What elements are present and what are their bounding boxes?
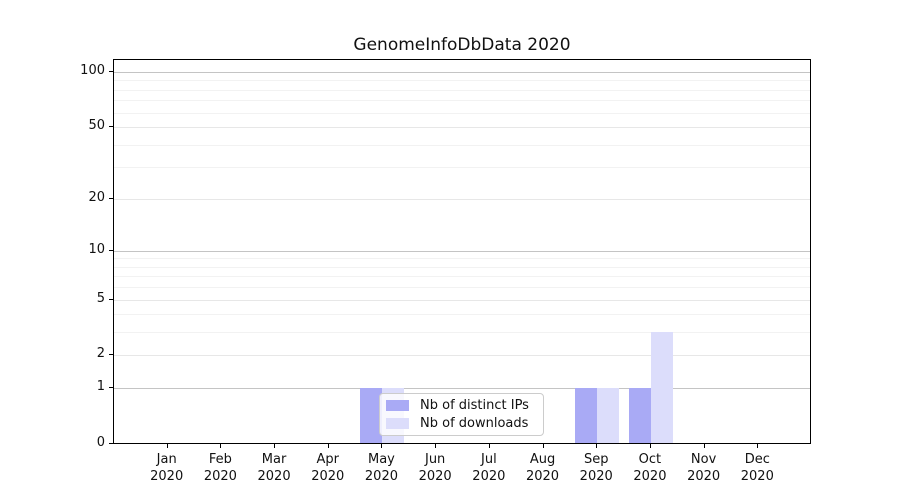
bar-distinct-ips-sep [575,388,598,443]
x-tick-label: Sep 2020 [564,451,628,485]
gridline-minor [114,258,810,260]
x-tick-label: Dec 2020 [725,451,789,485]
gridline-minor [114,112,810,114]
y-tick-label: 5 [96,290,105,306]
x-tick-mark [703,444,705,448]
x-tick-year: 2020 [150,469,184,484]
gridline-minor [114,89,810,91]
gridline-minor [114,314,810,316]
legend-item-downloads: Nb of downloads [386,416,543,431]
y-tick-mark [109,443,113,444]
x-tick-label: Nov 2020 [672,451,736,485]
x-tick-mark [596,444,598,448]
x-tick-mark [166,444,168,448]
x-tick-year: 2020 [740,469,774,484]
bar-downloads-sep [597,388,620,443]
y-tick-label: 0 [96,435,105,450]
x-tick-mark [220,444,222,448]
gridline-major [114,198,810,200]
x-tick-month: Dec [744,452,770,467]
x-tick-mark [649,444,651,448]
gridline-minor [114,80,810,82]
x-tick-year: 2020 [311,469,345,484]
y-tick-label: 100 [80,63,105,78]
x-tick-mark [435,444,437,448]
x-tick-label: Jan 2020 [135,451,199,485]
legend-item-distinct-ips: Nb of distinct IPs [386,398,543,413]
y-tick-mark [109,126,113,128]
gridline-major [114,355,810,357]
gridline-minor [114,276,810,278]
y-tick-mark [109,298,113,300]
x-tick-label: Feb 2020 [188,451,252,485]
x-tick-label: Apr 2020 [296,451,360,485]
y-tick-label: 1 [96,379,105,395]
x-tick-year: 2020 [525,469,560,484]
bar-distinct-ips-oct [628,388,651,443]
gridline-power [114,72,810,73]
legend-swatch-downloads [386,418,409,430]
y-tick-mark [109,387,113,389]
x-tick-month: Apr [316,452,340,467]
x-tick-label: Oct 2020 [618,451,682,485]
y-tick-mark [109,354,113,356]
x-tick-mark [757,444,759,448]
x-tick-label: Jun 2020 [403,451,467,485]
x-tick-label: Mar 2020 [242,451,306,485]
legend-swatch-distinct-ips [386,399,409,411]
y-tick-mark [109,71,113,72]
x-tick-month: Jan [156,452,177,467]
gridline-minor [114,144,810,146]
x-tick-mark [488,444,490,448]
x-tick-month: Mar [261,452,287,467]
x-tick-month: May [368,452,395,467]
x-tick-year: 2020 [579,469,613,484]
plot-area [113,59,811,444]
y-tick-label: 2 [96,346,105,362]
x-tick-year: 2020 [203,469,237,484]
gridline-minor [114,287,810,289]
y-tick-mark [109,249,113,251]
x-tick-month: Jun [424,452,446,467]
bar-distinct-ips-may [360,388,383,443]
x-tick-month: Feb [208,452,232,467]
x-tick-month: Nov [690,452,717,467]
x-tick-label: May 2020 [349,451,413,485]
x-tick-year: 2020 [633,469,667,484]
y-tick-label: 50 [88,118,105,134]
legend-label-distinct-ips: Nb of distinct IPs [420,397,529,413]
y-tick-label: 10 [88,241,105,257]
x-tick-mark [327,444,329,448]
gridline-minor [114,266,810,268]
gridline-major [114,299,810,301]
gridline-power [114,388,810,390]
x-tick-mark [274,444,276,448]
gridline-minor [114,167,810,169]
y-tick-label: 20 [88,189,105,205]
legend: Nb of distinct IPs Nb of downloads [379,393,544,436]
x-tick-month: Jul [481,452,497,467]
x-tick-year: 2020 [364,469,398,484]
x-tick-year: 2020 [472,469,506,484]
x-tick-month: Aug [529,452,556,467]
x-tick-label: Jul 2020 [457,451,521,485]
bar-downloads-oct [650,332,673,443]
legend-label-downloads: Nb of downloads [420,416,529,432]
x-tick-mark [381,444,383,448]
gridline-power [114,250,810,252]
x-tick-year: 2020 [257,469,291,484]
x-tick-mark [542,444,544,448]
chart-title: GenomeInfoDbData 2020 [353,35,571,55]
gridline-major [114,127,810,129]
x-tick-label: Aug 2020 [511,451,575,485]
x-tick-month: Sep [583,452,609,467]
x-tick-month: Oct [638,452,662,467]
x-tick-year: 2020 [687,469,721,484]
y-tick-mark [109,197,113,199]
gridline-minor [114,100,810,102]
x-tick-year: 2020 [418,469,452,484]
gridline-minor [114,332,810,334]
